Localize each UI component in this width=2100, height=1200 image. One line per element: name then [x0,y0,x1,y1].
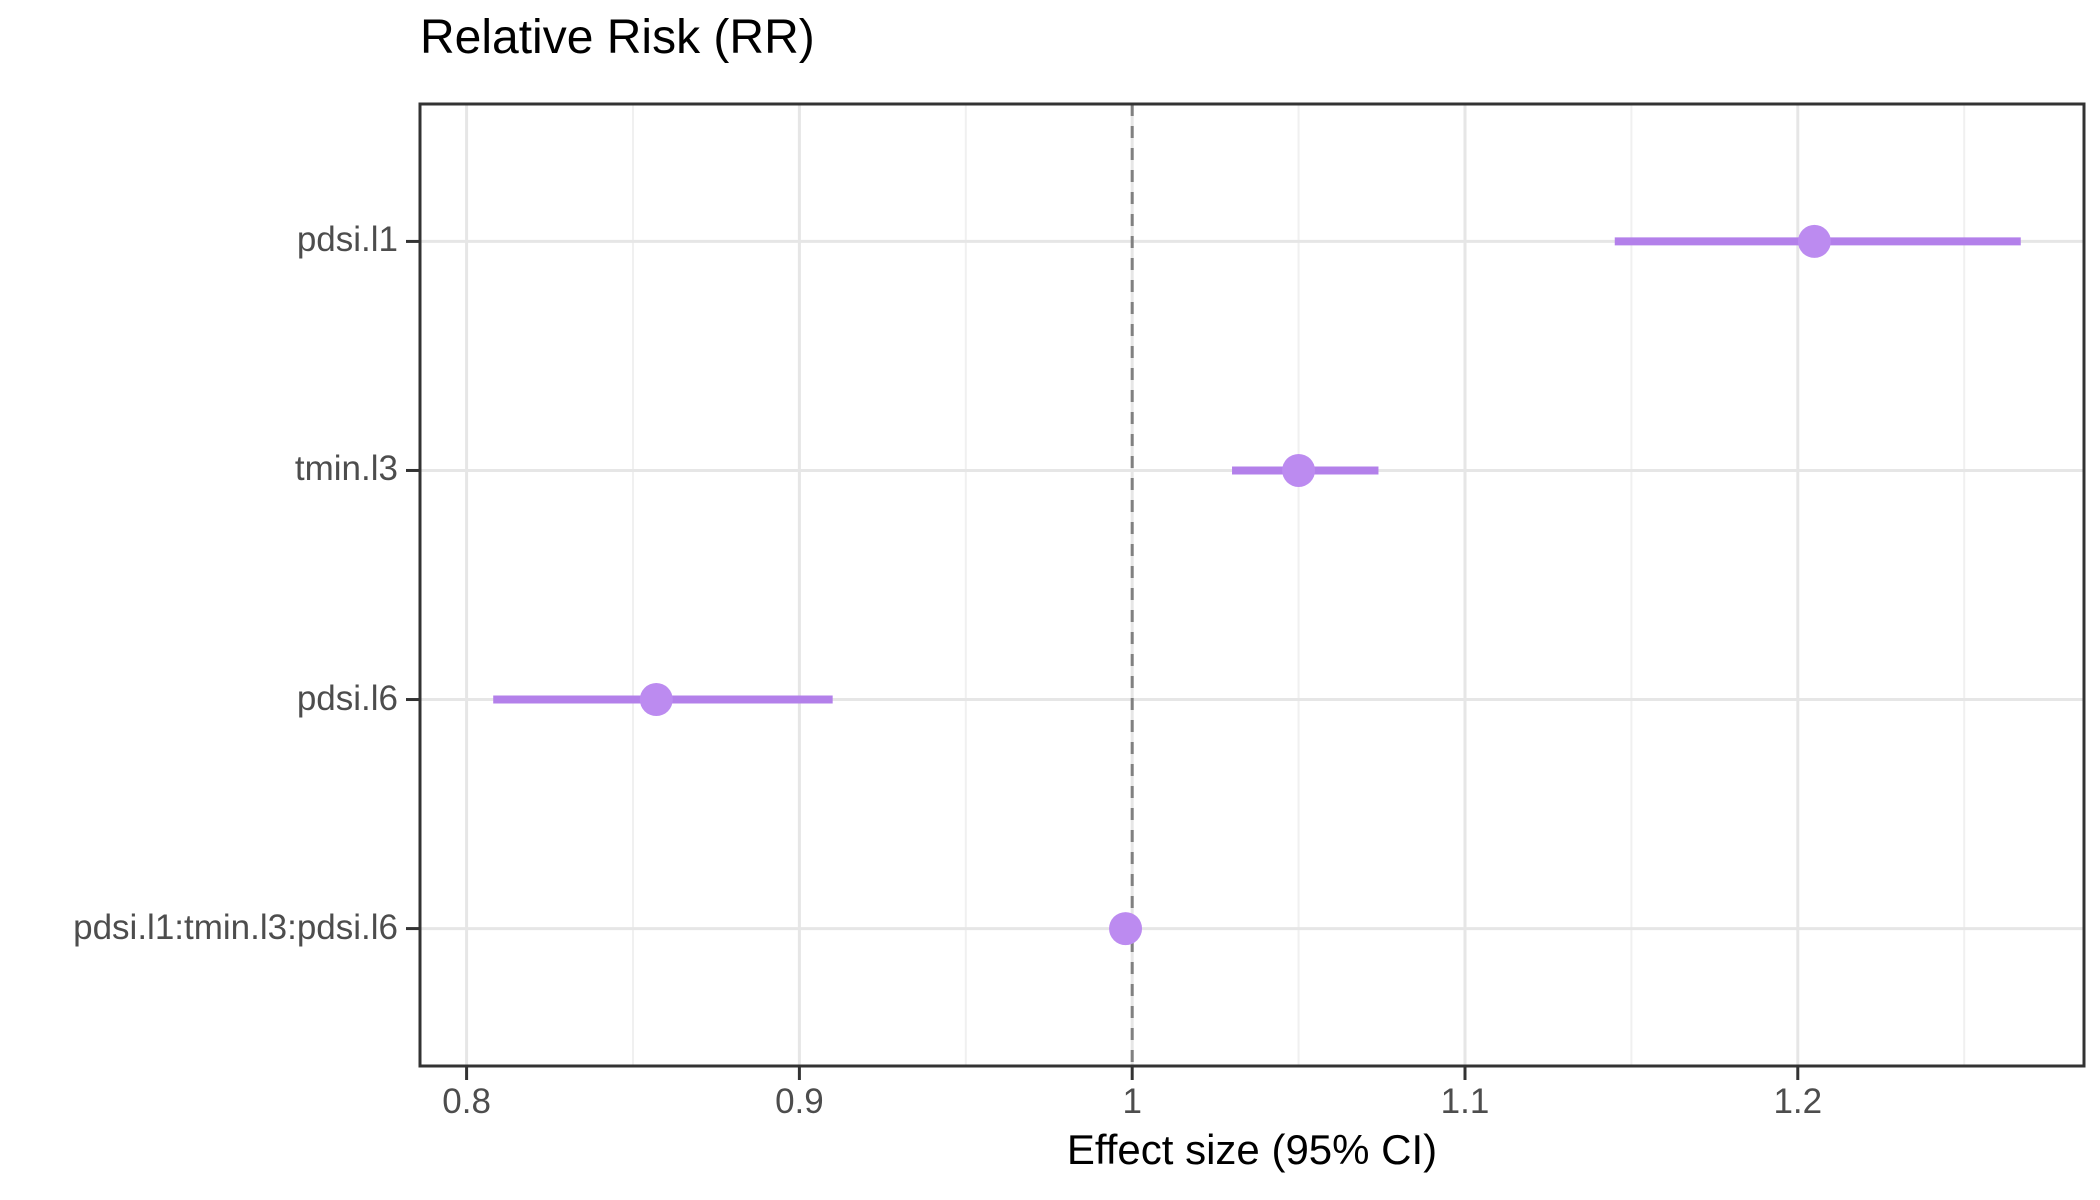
point-marker [1797,224,1831,258]
x-axis-tick-label: 1.2 [1773,1082,1823,1121]
x-axis-tick-label: 0.9 [775,1082,824,1121]
y-axis-label: tmin.l3 [294,449,398,489]
x-axis-tick-label: 1 [1122,1082,1142,1121]
point-marker [1109,912,1143,946]
point-marker [1282,453,1316,487]
x-axis-title: Effect size (95% CI) [1066,1126,1438,1173]
x-axis-tick-label: 1.1 [1440,1082,1490,1121]
panel-border [418,102,2086,1068]
point-marker [639,683,673,717]
y-axis-label: pdsi.l6 [296,678,398,718]
chart-title: Relative Risk (RR) [420,11,815,64]
panel-background [420,104,2084,1066]
x-axis-tick-label: 0.8 [442,1082,491,1121]
y-axis-label: pdsi.l1:tmin.l3:pdsi.l6 [73,907,398,947]
y-axis-label: pdsi.l1 [296,220,398,260]
